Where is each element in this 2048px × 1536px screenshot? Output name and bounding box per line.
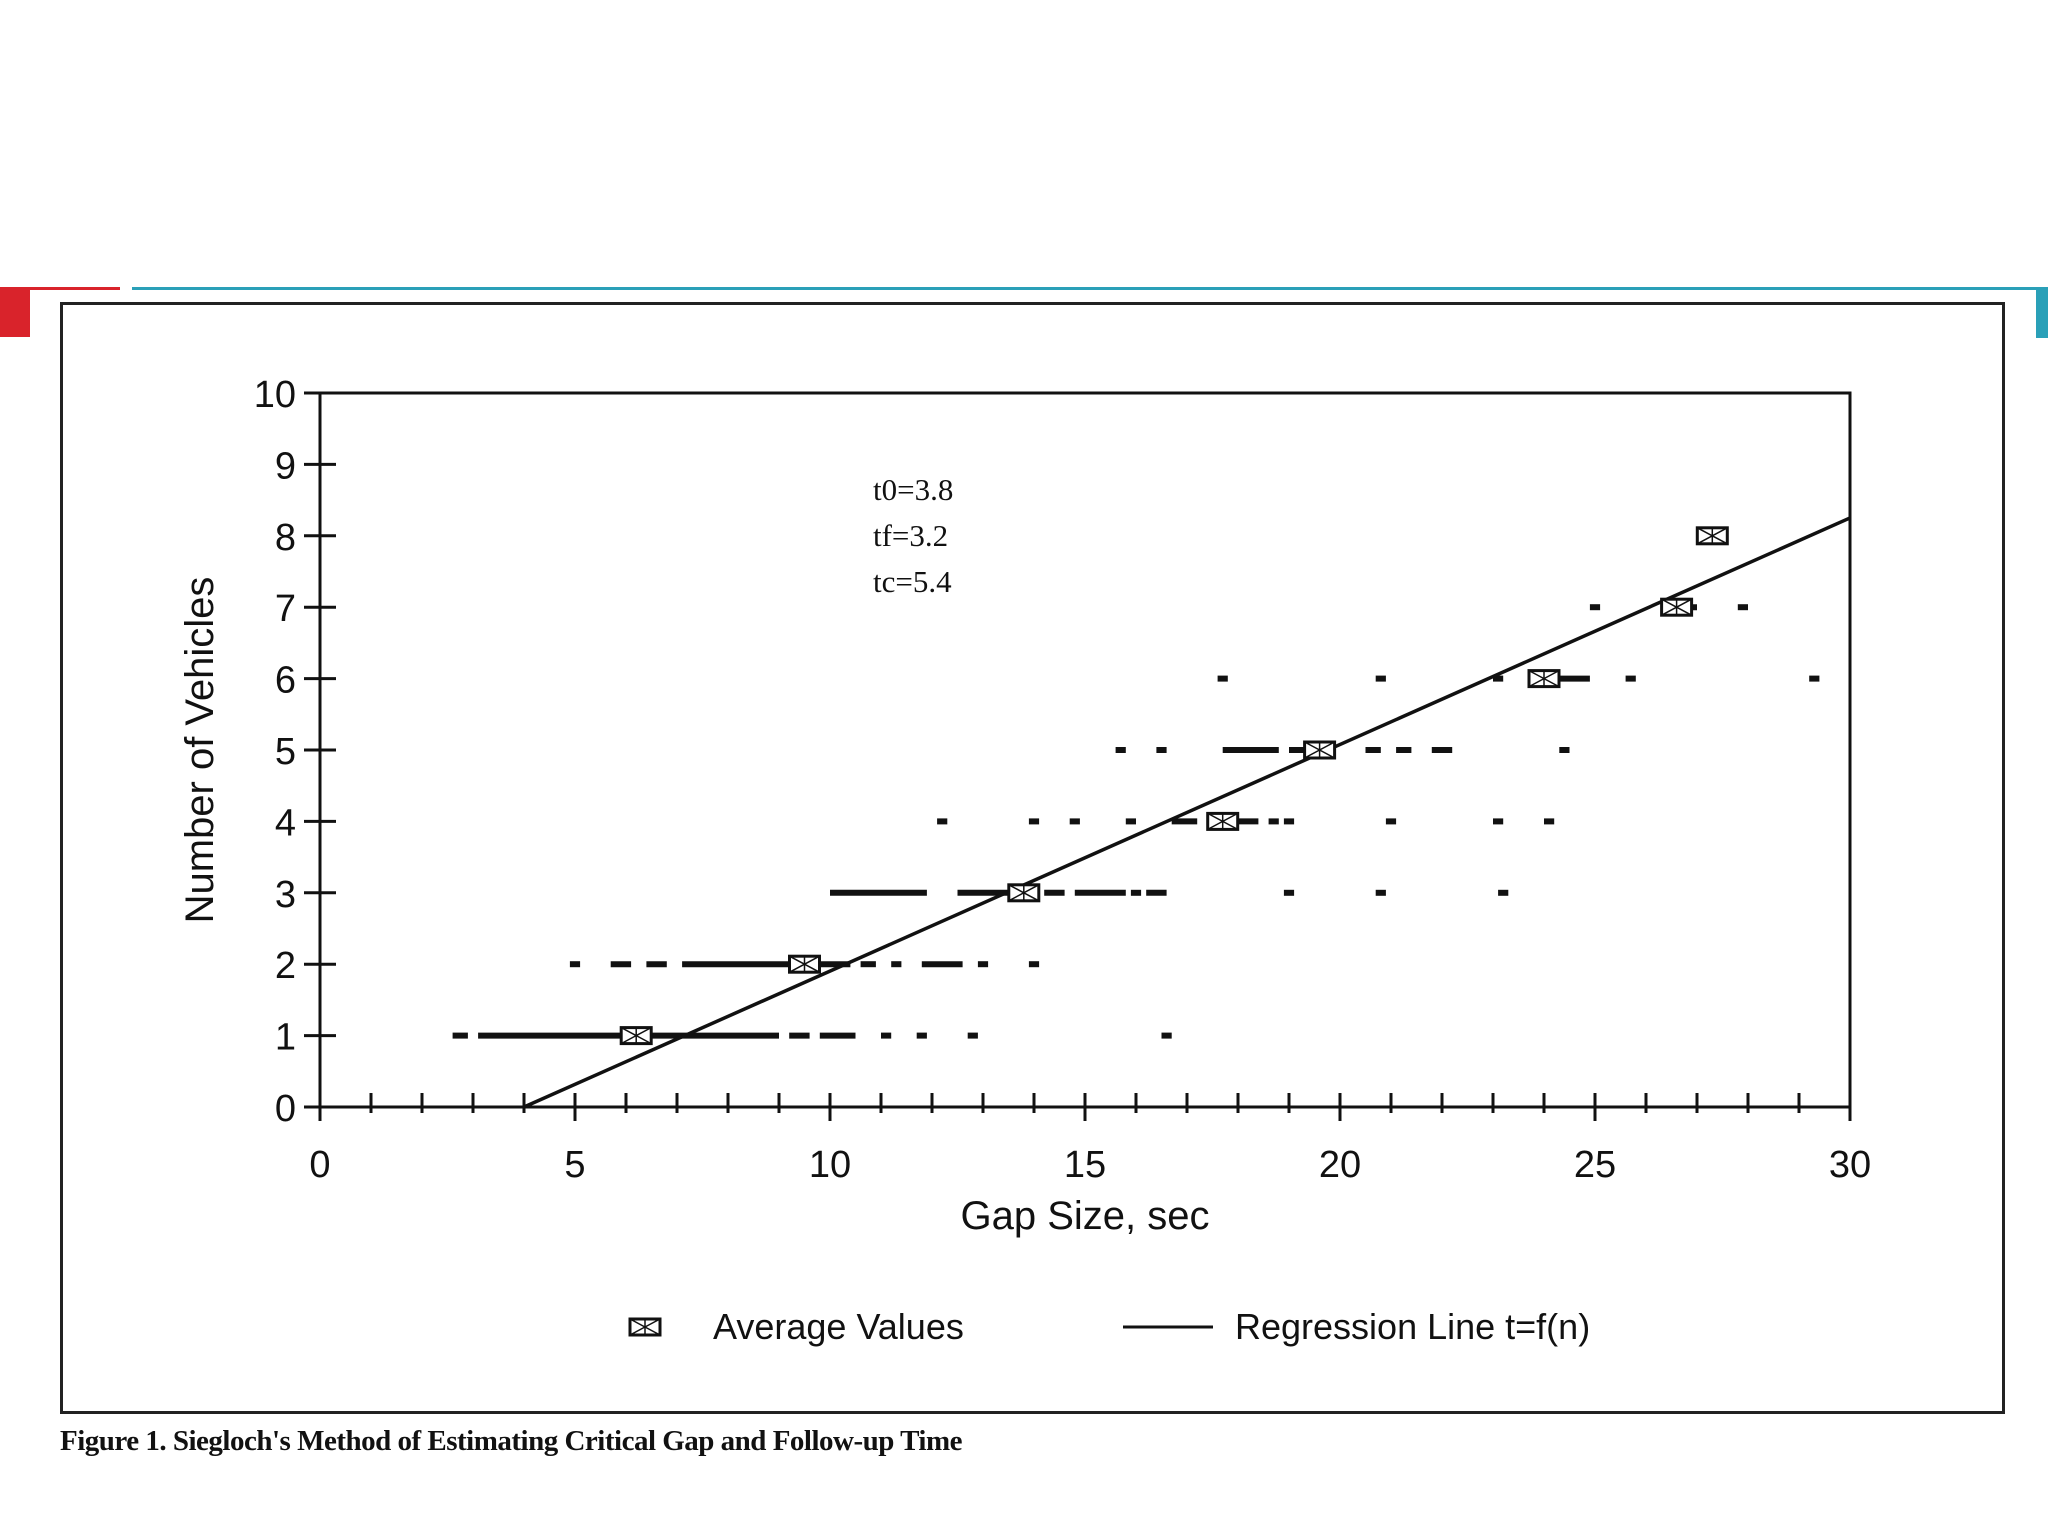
regression-line xyxy=(523,516,1851,1109)
x-tick-label: 30 xyxy=(1829,1144,1871,1186)
x-tick-label: 15 xyxy=(1064,1144,1106,1186)
x-tick-label: 5 xyxy=(564,1144,585,1186)
y-tick-label: 0 xyxy=(275,1088,296,1130)
figure-frame: 0 1 2 3 4 5 6 7 8 9 10 0 5 10 15 20 25 30 Gap Size, sec Num… xyxy=(60,302,2005,1414)
x-tick-label: 0 xyxy=(309,1144,330,1186)
y-tick-label: 9 xyxy=(275,445,296,487)
y-tick-label: 10 xyxy=(254,374,296,416)
average-value-point xyxy=(1007,883,1041,903)
parameter-annotation: tf=3.2 xyxy=(873,518,948,553)
slide-accent-red-block xyxy=(0,287,30,337)
parameter-annotation: tc=5.4 xyxy=(873,564,952,599)
y-axis-title: Number of Vehicles xyxy=(178,577,222,924)
average-value-point xyxy=(1527,669,1561,689)
x-tick-label: 10 xyxy=(809,1144,851,1186)
y-tick-label: 6 xyxy=(275,660,296,702)
legend-average-values-label: Average Values xyxy=(713,1306,964,1347)
y-tick-label: 7 xyxy=(275,588,296,630)
x-tick-label: 25 xyxy=(1574,1144,1616,1186)
average-value-point xyxy=(788,954,821,974)
average-value-point xyxy=(1303,740,1337,760)
average-value-point xyxy=(1206,811,1240,831)
average-value-point xyxy=(619,1026,653,1046)
slide-accent-red-line xyxy=(30,287,120,290)
y-tick-label: 1 xyxy=(275,1017,296,1059)
y-tick-label: 4 xyxy=(275,802,296,844)
slide-accent-teal-line xyxy=(132,287,2048,290)
legend-regression-label: Regression Line t=f(n) xyxy=(1235,1306,1590,1347)
x-tick-label: 20 xyxy=(1319,1144,1361,1186)
figure-caption: Figure 1. Siegloch's Method of Estimatin… xyxy=(60,1425,963,1457)
y-tick-label: 5 xyxy=(275,731,296,773)
plot-area-frame xyxy=(318,391,1852,1109)
x-axis-title: Gap Size, sec xyxy=(960,1194,1209,1238)
y-tick-label: 2 xyxy=(275,945,296,987)
average-value-point xyxy=(1660,597,1694,617)
y-tick-label: 8 xyxy=(275,517,296,559)
legend-average-values-swatch xyxy=(628,1317,662,1337)
parameter-annotation: t0=3.8 xyxy=(873,472,953,507)
chart-svg: 0 1 2 3 4 5 6 7 8 9 10 0 5 10 15 20 25 30 Gap Size, sec Num… xyxy=(178,374,1871,1347)
slide-accent-teal-block xyxy=(2036,290,2048,338)
y-tick-label: 3 xyxy=(275,874,296,916)
average-value-point xyxy=(1695,526,1729,546)
